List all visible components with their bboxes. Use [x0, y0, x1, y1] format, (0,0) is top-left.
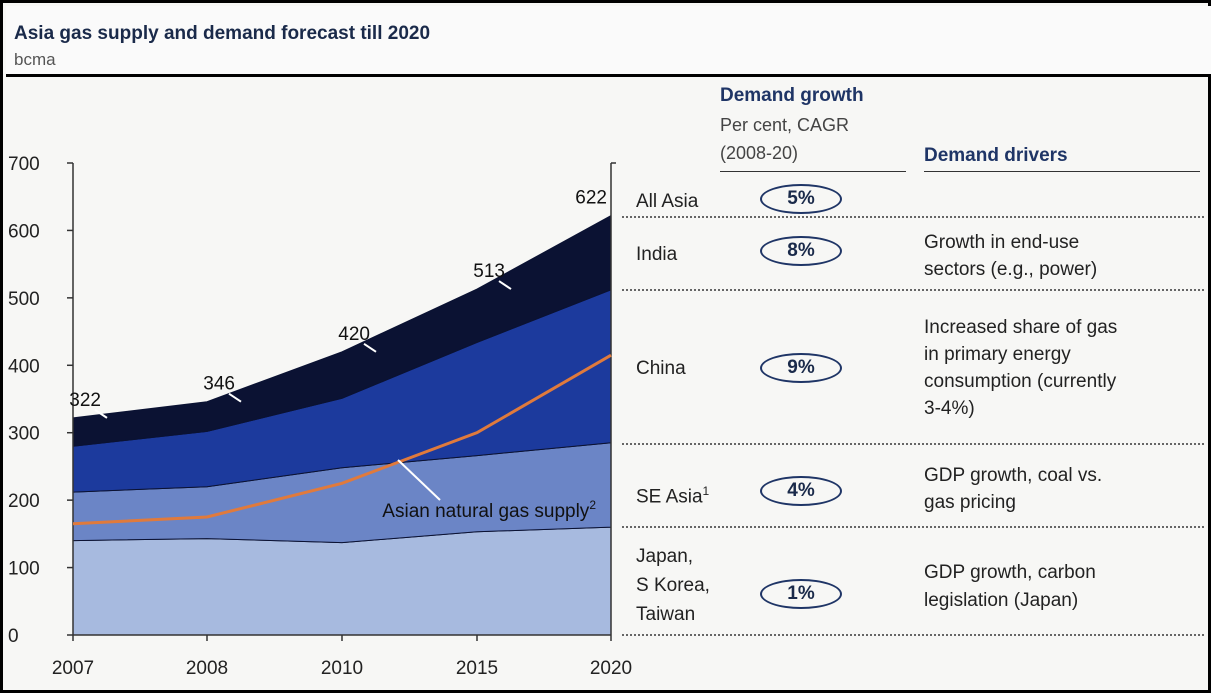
y-tick-label: 600 — [8, 221, 40, 242]
demand-growth-subheader-2: (2008-20) — [720, 143, 799, 163]
supply-annotation-label: Asian natural gas supply2 — [382, 498, 596, 522]
x-tick-label: 2007 — [52, 658, 94, 679]
drivers-se-asia-line-1: GDP growth, coal vs. — [924, 465, 1103, 486]
demand-growth-rule — [720, 171, 906, 172]
region-label-all-asia: All Asia — [636, 191, 699, 212]
chart-title: Asia gas supply and demand forecast till… — [14, 23, 431, 44]
drivers-india-line-2: sectors (e.g., power) — [924, 259, 1098, 280]
drivers-china-line-3: consumption (currently — [924, 371, 1117, 392]
x-tick-label: 2010 — [321, 658, 363, 679]
area-series-1 — [72, 526, 612, 636]
demand-growth-header: Demand growth — [720, 85, 864, 106]
region-label-india: India — [636, 244, 678, 265]
chart-unit: bcma — [14, 50, 56, 69]
total-value-label: 513 — [473, 261, 505, 282]
total-value-label: 322 — [69, 390, 101, 411]
title-band: Asia gas supply and demand forecast till… — [6, 6, 1211, 77]
drivers-se-asia-line-2: gas pricing — [924, 492, 1016, 513]
drivers-china-line-1: Increased share of gas — [924, 317, 1118, 338]
total-label-callout — [363, 342, 377, 353]
drivers-india-line-1: Growth in end-use — [924, 232, 1080, 253]
y-tick-label: 500 — [8, 289, 40, 310]
total-value-label: 346 — [203, 374, 235, 395]
y-tick-label: 300 — [8, 424, 40, 445]
growth-pill-all-asia: 5% — [760, 184, 842, 214]
x-tick-label: 2020 — [590, 658, 632, 679]
y-tick-label: 100 — [8, 559, 40, 580]
growth-pill-japan-korea-taiwan: 1% — [760, 579, 842, 609]
y-tick-label: 400 — [8, 356, 40, 377]
row-separator — [622, 289, 1204, 291]
total-label-callout — [498, 280, 512, 290]
y-tick-label: 0 — [8, 626, 19, 647]
growth-pill-india: 8% — [760, 236, 842, 266]
region-label-se-asia: SE Asia1 — [636, 478, 709, 510]
demand-drivers-rule — [924, 171, 1200, 172]
supply-line — [72, 353, 612, 526]
supply-annotation-callout — [397, 459, 441, 501]
region-se-asia-footnote: 1 — [702, 484, 710, 498]
growth-pill-china: 9% — [760, 353, 842, 383]
row-separator — [622, 216, 1204, 218]
drivers-japan-line-2: legislation (Japan) — [924, 590, 1079, 611]
y-tick-label: 700 — [8, 154, 40, 175]
y-tick-label: 200 — [8, 491, 40, 512]
drivers-china-line-4: 3-4%) — [924, 398, 975, 419]
drivers-china-line-2: in primary energy — [924, 344, 1071, 365]
x-tick-label: 2015 — [456, 658, 498, 679]
total-value-label: 622 — [575, 188, 607, 209]
demand-growth-subheader-1: Per cent, CAGR — [720, 115, 850, 135]
drivers-japan-line-1: GDP growth, carbon — [924, 562, 1096, 583]
row-separator — [622, 634, 1204, 636]
x-tick-label: 2008 — [186, 658, 228, 679]
region-se-asia-text: SE Asia — [636, 486, 703, 508]
demand-drivers-header: Demand drivers — [924, 145, 1068, 166]
total-label-callout — [228, 392, 242, 403]
region-label-taiwan: Taiwan — [636, 604, 696, 625]
total-label-callout — [94, 409, 108, 419]
region-label-china: China — [636, 358, 686, 379]
growth-pill-se-asia: 4% — [760, 476, 842, 506]
row-separator — [622, 526, 1204, 528]
row-separator — [622, 443, 1204, 445]
total-value-label: 420 — [338, 324, 370, 345]
region-label-japan: Japan, — [636, 546, 694, 567]
region-label-s-korea: S Korea, — [636, 575, 710, 596]
